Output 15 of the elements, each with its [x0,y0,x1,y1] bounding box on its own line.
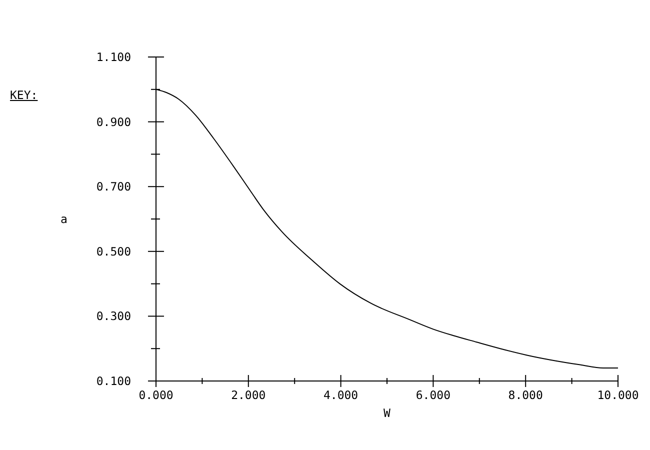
x-tick-label: 6.000 [416,388,451,402]
y-tick-label: 0.900 [96,114,132,129]
y-axis-title: a [60,212,68,226]
y-tick-label: 1.100 [96,50,132,64]
y-tick-label: 0.700 [96,180,132,194]
x-axis-title: W [384,406,391,420]
text: KEY: [10,88,38,102]
x-tick-label: 8.000 [508,388,543,402]
x-tick-label: 10.000 [597,388,639,402]
y-tick-label: 0.100 [96,374,132,388]
x-tick-label: 0.000 [138,388,174,402]
y-tick-label: 0.300 [96,309,132,324]
x-tick-label: 4.000 [323,388,358,402]
y-tick-label: 0.500 [96,244,132,258]
x-tick-label: 2.000 [231,388,266,402]
